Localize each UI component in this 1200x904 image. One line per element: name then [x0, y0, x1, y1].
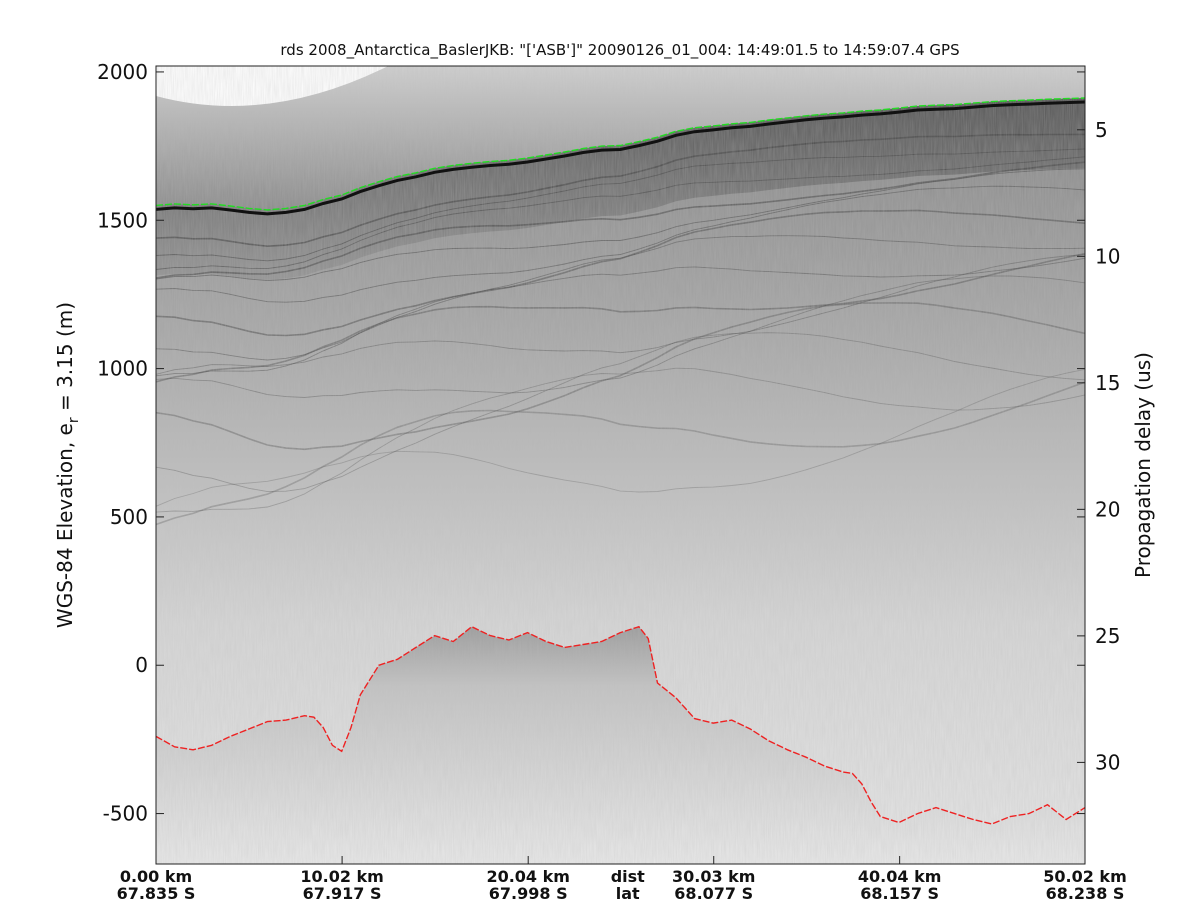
plot-frame [155, 65, 1086, 865]
x-tick-label-km: 10.02 km [300, 867, 384, 886]
y-tick-label: 500 [110, 505, 148, 529]
y-tick-label: 0 [135, 653, 148, 677]
y-axis-left: 2000 1500 1000 500 0 -500 [97, 60, 1085, 826]
x-tick-label-lat: 67.998 S [489, 884, 568, 900]
x-tick-label-km: 50.02 km [1043, 867, 1127, 886]
y-axis-label: WGS-84 Elevation, er = 3.15 (m) [53, 302, 82, 628]
x-tick-label-km: 20.04 km [486, 867, 570, 886]
y-tick-label: 1000 [97, 357, 148, 381]
y2-tick-label: 15 [1095, 371, 1120, 395]
y-tick-label: 1500 [97, 208, 148, 232]
surface-pick-line [156, 97, 1085, 211]
y-axis-right: 5 10 15 20 25 30 [1077, 118, 1120, 774]
x-tick-label-km: 0.00 km [120, 867, 192, 886]
x-tick-label-lat: 68.157 S [860, 884, 939, 900]
x-tick-label-lat: 68.238 S [1046, 884, 1125, 900]
chart-title: rds 2008_Antarctica_BaslerJKB: "['ASB']"… [280, 41, 959, 60]
y2-tick-label: 5 [1095, 118, 1108, 142]
x-axis-label-dist: dist [611, 867, 645, 886]
y2-tick-label: 30 [1095, 750, 1120, 774]
y-tick-label: 2000 [97, 60, 148, 84]
bed-pick-line [156, 625, 1085, 825]
y-axis-label-tail: = 3.15 (m) [53, 302, 77, 417]
y2-tick-label: 25 [1095, 624, 1120, 648]
x-tick-label-lat: 68.077 S [674, 884, 753, 900]
x-tick-label-km: 40.04 km [858, 867, 942, 886]
x-axis-label-lat: lat [616, 884, 640, 900]
x-tick-label-lat: 67.917 S [303, 884, 382, 900]
y2-tick-label: 20 [1095, 497, 1120, 521]
echogram-image [156, 66, 1085, 864]
y2-axis-label: Propagation delay (us) [1131, 352, 1155, 578]
picked-layers [156, 97, 1085, 825]
surface-reflection [156, 100, 1085, 216]
x-tick-label-lat: 67.835 S [117, 884, 196, 900]
x-tick-label-km: 30.03 km [672, 867, 756, 886]
y2-tick-label: 10 [1095, 244, 1120, 268]
y-axis-label-main: WGS-84 Elevation, e [53, 423, 77, 628]
y-axis-label-subscript: r [66, 417, 82, 423]
y-tick-label: -500 [103, 802, 148, 826]
speckle-texture [156, 66, 1085, 864]
